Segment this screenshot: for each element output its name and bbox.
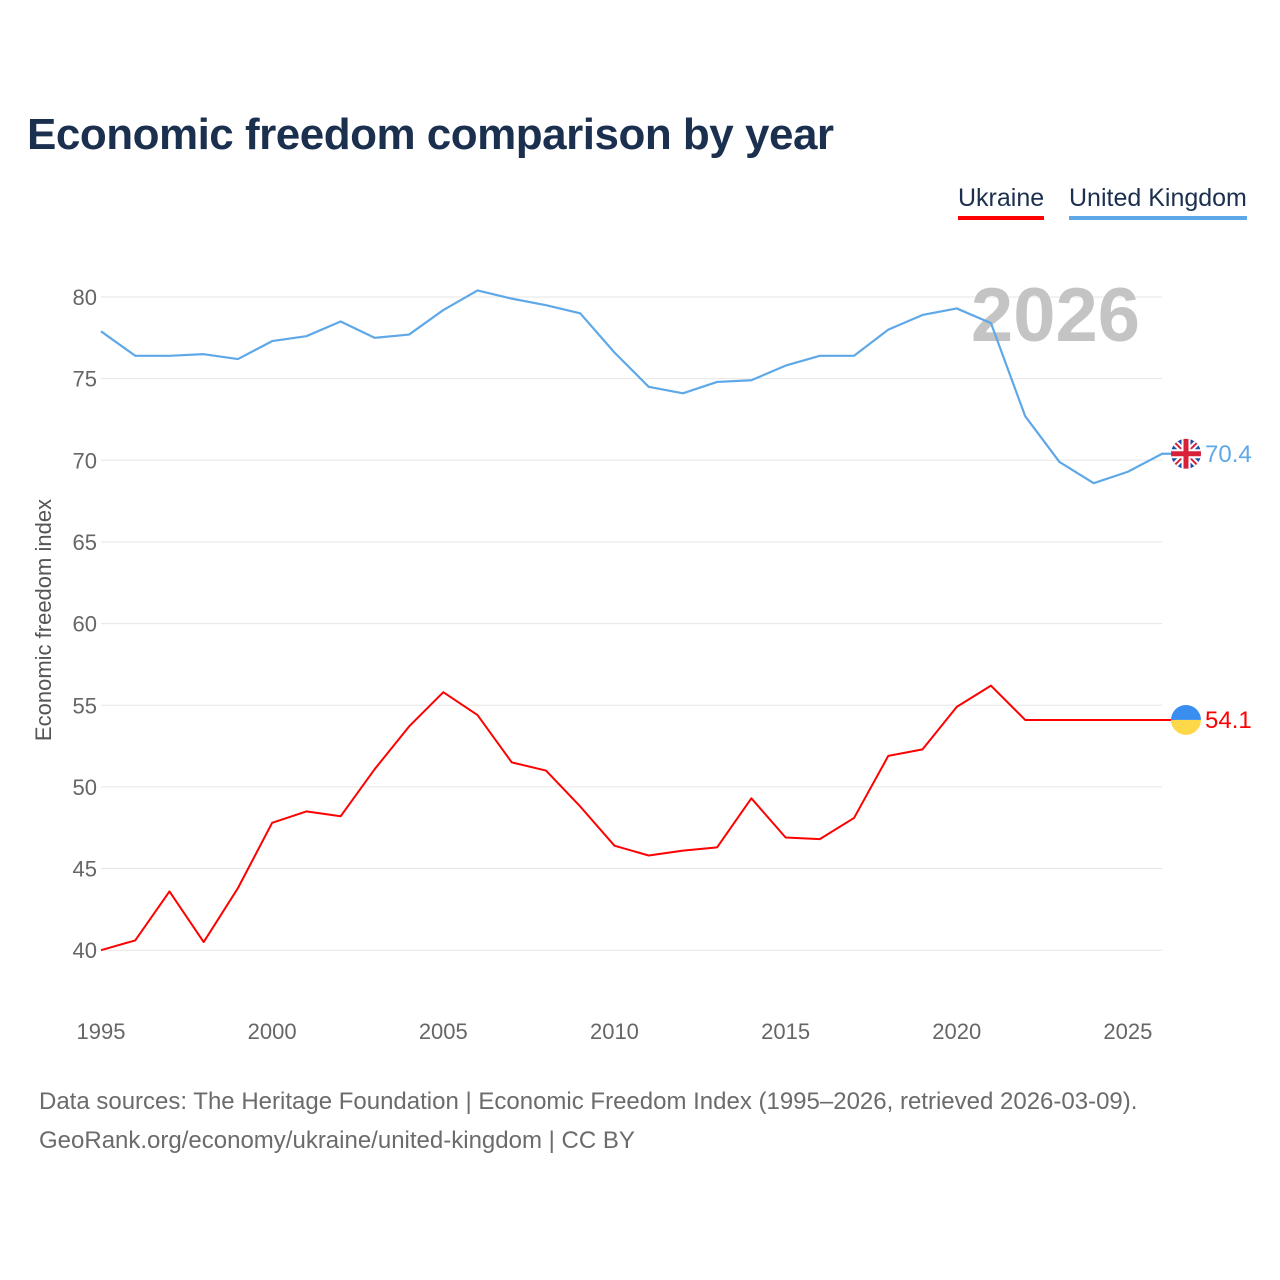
y-tick-label: 55 (73, 693, 97, 718)
flag-cross-red (1171, 438, 1201, 469)
uk-flag-icon (1171, 438, 1201, 469)
footer-link[interactable]: GeoRank.org/economy/ukraine/united-kingd… (39, 1127, 635, 1154)
y-tick-label: 80 (73, 285, 97, 310)
series-line-united-kingdom (100, 289, 1175, 485)
y-tick-label: 40 (73, 938, 97, 963)
y-tick-label: 65 (73, 530, 97, 555)
x-tick-label: 2015 (761, 1019, 810, 1044)
y-tick-label: 45 (73, 857, 97, 882)
flag-blue (1171, 704, 1201, 720)
year-watermark: 2026 (971, 273, 1140, 358)
flag-yellow (1171, 719, 1201, 735)
x-tick-label: 2000 (248, 1019, 297, 1044)
footer-sources: Data sources: The Heritage Foundation | … (39, 1088, 1138, 1115)
chart-title: Economic freedom comparison by year (27, 110, 834, 159)
x-tick-label: 1995 (77, 1019, 126, 1044)
legend-united-kingdom[interactable]: United Kingdom (1069, 184, 1247, 220)
ukraine-flag-icon (1171, 704, 1201, 735)
y-axis-label: Economic freedom index (31, 499, 56, 741)
x-tick-label: 2010 (590, 1019, 639, 1044)
y-tick-label: 50 (73, 775, 97, 800)
end-value-label: 54.1 (1205, 707, 1252, 734)
y-tick-label: 75 (73, 367, 97, 392)
series-line-ukraine (100, 684, 1175, 952)
end-value-label: 70.4 (1205, 441, 1252, 468)
y-tick-label: 60 (73, 612, 97, 637)
y-tick-label: 70 (73, 448, 97, 473)
legend-ukraine[interactable]: Ukraine (958, 184, 1045, 220)
x-tick-label: 2005 (419, 1019, 468, 1044)
x-tick-label: 2020 (932, 1019, 981, 1044)
x-tick-label: 2025 (1103, 1019, 1152, 1044)
